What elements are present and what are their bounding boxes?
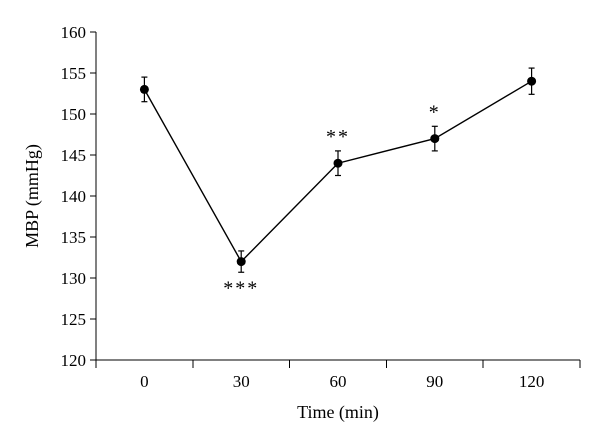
data-point [430,134,440,144]
x-tick-label: 30 [233,372,250,391]
y-tick-label: 130 [61,269,87,288]
significance-label: ** [326,126,350,148]
x-axis: 0 30 60 90 120 [95,359,581,391]
significance-label: *** [223,277,259,299]
data-point [527,76,537,86]
series-layer: ****** [139,67,537,299]
y-tick-label: 125 [61,310,87,329]
y-tick-label: 145 [61,146,87,165]
y-tick-label: 155 [61,64,87,83]
significance-label: * [429,101,441,123]
x-tick-label: 60 [330,372,347,391]
x-tick-label: 90 [426,372,443,391]
data-point [333,158,343,168]
y-tick-label: 135 [61,228,87,247]
y-axis: 120 125 130 135 140 145 150 155 160 [61,23,97,370]
y-axis-title: MBP (mmHg) [22,144,43,248]
y-tick-label: 160 [61,23,87,42]
x-tick-label: 0 [140,372,149,391]
x-axis-title: Time (min) [297,402,379,423]
y-tick-label: 120 [61,351,87,370]
y-tick-label: 140 [61,187,87,206]
data-point [139,84,149,94]
data-point [236,257,246,267]
y-tick-label: 150 [61,105,87,124]
x-tick-label: 120 [519,372,545,391]
